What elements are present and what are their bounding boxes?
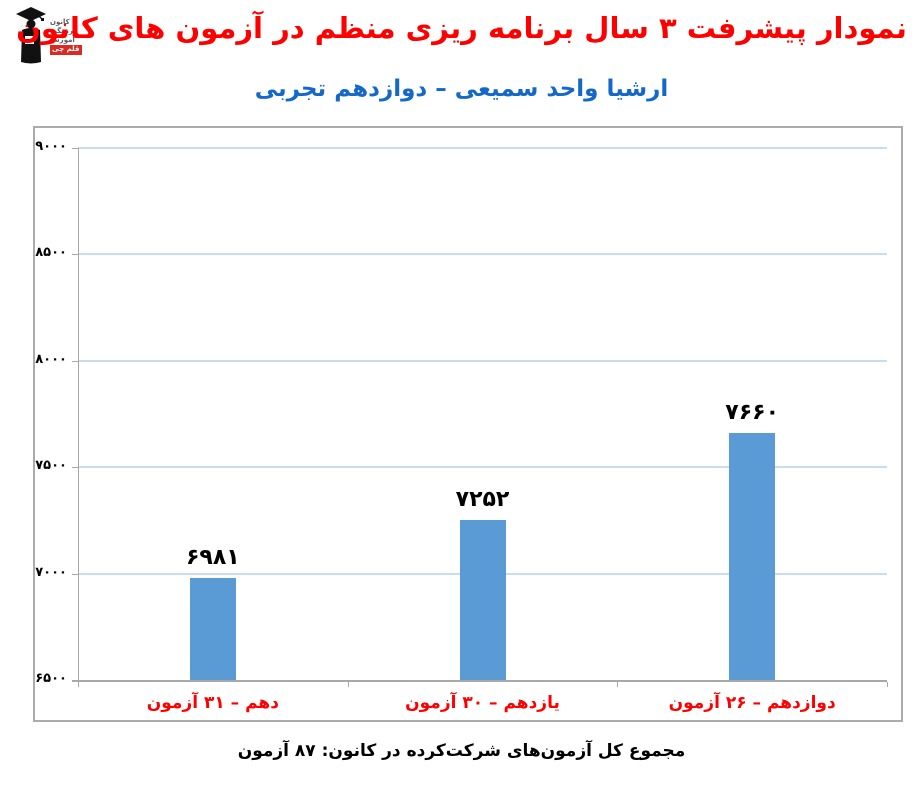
logo-line-3: آموزش — [50, 35, 75, 44]
chart-frame: ۶۵۰۰ ۷۰۰۰ ۷۵۰۰ ۸۰۰۰ ۸۵۰۰ ۹۰۰۰ ۶۹۸۱ دهم – ۳۱ آزم… — [33, 126, 903, 722]
bar-value-label: ۶۹۸۱ — [185, 544, 240, 570]
y-tick-mark — [72, 573, 78, 575]
x-tick-mark — [78, 682, 79, 687]
graduate-icon — [14, 6, 48, 70]
bar — [459, 519, 506, 680]
logo-line-2: فرهنگی — [50, 26, 78, 35]
page-subtitle: ارشیا واحد سمیعی – دوازدهم تجربی — [254, 76, 669, 102]
y-axis-line — [78, 148, 79, 680]
y-tick-mark — [72, 254, 78, 256]
y-tick-mark — [72, 467, 78, 469]
kanoon-logo: کانون فرهنگی آموزش قلم چی — [14, 6, 82, 70]
y-tick-mark — [72, 360, 78, 362]
logo-badge-ghalamchi: قلم چی — [50, 45, 82, 56]
x-tick-mark — [617, 682, 619, 687]
gridline — [78, 466, 887, 469]
x-axis-line — [72, 680, 887, 682]
bar — [729, 433, 776, 680]
logo-text-column: کانون فرهنگی آموزش قلم چی — [50, 6, 82, 56]
y-tick-label: ۹۰۰۰ — [35, 139, 67, 154]
total-exams-caption: مجموع کل آزمون‌های شرکت‌کرده در کانون: ۸… — [237, 741, 686, 761]
x-tick-mark — [347, 682, 349, 687]
y-tick-label: ۷۰۰۰ — [35, 564, 67, 580]
page-title: نمودار پیشرفت ۳ سال برنامه ریزی منظم در … — [16, 11, 907, 45]
bar-value-label: ۷۲۵۲ — [455, 486, 510, 512]
y-tick-label: ۶۵۰۰ — [35, 671, 67, 686]
y-tick-mark — [72, 148, 78, 149]
y-tick-label: ۸۰۰۰ — [35, 351, 67, 367]
x-tick-mark — [887, 682, 888, 687]
gridline — [78, 147, 887, 149]
bar-value-label: ۷۶۶۰ — [725, 400, 780, 426]
gridline — [78, 253, 887, 256]
bar — [189, 577, 236, 680]
category-label: دهم – ۳۱ آزمون — [146, 693, 279, 713]
y-tick-label: ۷۵۰۰ — [35, 458, 67, 474]
y-tick-label: ۸۵۰۰ — [35, 245, 67, 261]
logo-line-1: کانون — [50, 18, 70, 26]
gridline — [78, 359, 887, 362]
category-label: یازدهم – ۳۰ آزمون — [405, 693, 560, 713]
category-label: دوازدهم – ۲۶ آزمون — [668, 693, 836, 713]
